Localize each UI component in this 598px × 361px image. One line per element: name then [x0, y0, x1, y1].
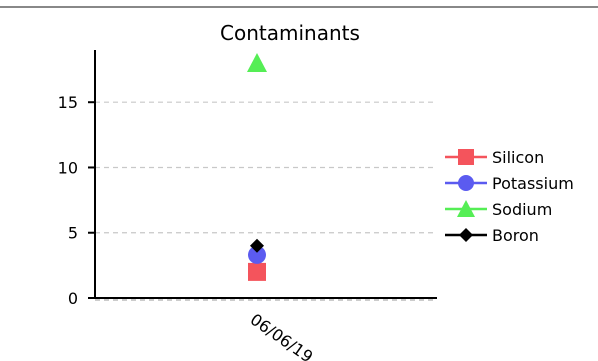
data-point-sodium: [247, 53, 267, 73]
legend-marker: [459, 228, 473, 242]
x-tick-label: 06/06/19: [247, 310, 317, 361]
legend-label: Boron: [492, 226, 539, 245]
data-point-boron: [250, 238, 264, 253]
legend-item-potassium: Potassium: [445, 174, 574, 193]
y-tick-label: 10: [58, 158, 78, 177]
top-divider: [0, 6, 598, 8]
legend-marker: [458, 175, 474, 191]
y-tick-label: 15: [58, 93, 78, 112]
legend-item-boron: Boron: [445, 226, 539, 245]
y-tick-label: 5: [68, 224, 78, 243]
legend-label: Sodium: [492, 200, 552, 219]
gridlines: [95, 101, 437, 301]
legend-marker: [458, 149, 474, 165]
legend: Silicon Potassium Sodium Boron: [445, 148, 574, 245]
legend-item-silicon: Silicon: [445, 148, 544, 167]
data-point-potassium: [248, 245, 266, 264]
legend-item-sodium: Sodium: [445, 200, 552, 219]
legend-label: Potassium: [492, 174, 574, 193]
axes: 0 5 10 15 06/06/19: [58, 50, 437, 361]
legend-label: Silicon: [492, 148, 544, 167]
y-tick-label: 0: [68, 289, 78, 308]
data-point-silicon: [248, 262, 266, 281]
chart-title: Contaminants: [220, 21, 360, 45]
data-marks: [247, 53, 267, 281]
legend-marker: [457, 200, 475, 217]
